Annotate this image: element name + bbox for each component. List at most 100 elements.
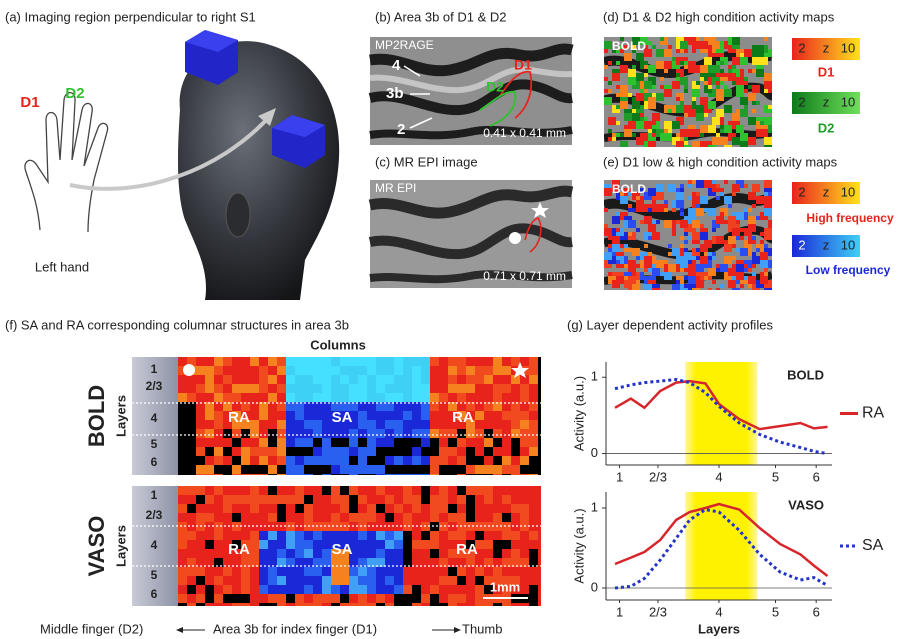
map-pixel (277, 603, 286, 606)
map-pixel (304, 357, 313, 366)
map-pixel (403, 366, 412, 375)
activity-pixel (732, 256, 736, 260)
map-pixel (529, 504, 538, 513)
activity-pixel (724, 145, 732, 153)
layer-label: 1 (151, 362, 158, 376)
map-pixel (466, 576, 475, 585)
activity-pixel (668, 244, 672, 248)
map-pixel (493, 366, 502, 375)
activity-pixel (724, 180, 728, 184)
map-pixel (385, 429, 394, 438)
activity-pixel (636, 121, 644, 129)
activity-pixel (684, 85, 688, 89)
arrow-head (454, 627, 461, 633)
map-pixel (511, 495, 520, 504)
activity-pixel (744, 81, 748, 85)
map-pixel (502, 420, 511, 429)
map-pixel (268, 384, 277, 393)
map-pixel (358, 456, 367, 465)
map-pixel (448, 465, 457, 474)
map-pixel (313, 393, 322, 402)
activity-pixel (756, 45, 764, 53)
map-pixel (196, 384, 205, 393)
map-pixel (367, 513, 376, 522)
map-pixel (232, 504, 241, 513)
map-pixel (403, 603, 412, 606)
map-pixel (214, 549, 223, 558)
activity-pixel (664, 220, 672, 228)
map-pixel (205, 495, 214, 504)
activity-pixel (684, 145, 692, 153)
map-pixel (205, 465, 214, 474)
map-pixel (520, 486, 529, 495)
map-pixel (295, 504, 304, 513)
map-pixel (304, 567, 313, 576)
map-pixel (439, 456, 448, 465)
map-pixel (322, 486, 331, 495)
map-pixel (313, 576, 322, 585)
activity-pixel (724, 196, 732, 204)
map-pixel (331, 429, 340, 438)
map-pixel (412, 513, 421, 522)
activity-pixel (752, 256, 760, 264)
activity-pixel (664, 61, 672, 69)
map-pixel (232, 438, 241, 447)
map-pixel (511, 447, 520, 456)
activity-pixel (624, 244, 628, 248)
activity-pixel (608, 129, 612, 133)
map-pixel (322, 420, 331, 429)
activity-pixel (764, 137, 772, 145)
activity-pixel (736, 272, 744, 280)
map-pixel (511, 420, 520, 429)
map-pixel (493, 603, 502, 606)
map-pixel (403, 474, 412, 475)
map-pixel (358, 429, 367, 438)
map-pixel (439, 366, 448, 375)
map-pixel (520, 447, 529, 456)
map-pixel (493, 465, 502, 474)
activity-pixel (628, 208, 632, 212)
map-pixel (304, 513, 313, 522)
activity-pixel (604, 49, 608, 53)
activity-pixel (748, 268, 752, 272)
map-pixel (529, 366, 538, 375)
resolution-label: 0.71 x 0.71 mm (483, 269, 566, 283)
map-pixel (304, 540, 313, 549)
map-pixel (475, 366, 484, 375)
map-pixel (394, 438, 403, 447)
map-pixel (349, 375, 358, 384)
highlight-band (685, 492, 757, 600)
map-pixel (349, 393, 358, 402)
activity-pixel (700, 256, 708, 264)
map-pixel (457, 603, 466, 606)
map-pixel (304, 504, 313, 513)
map-pixel (286, 456, 295, 465)
activity-pixel (764, 89, 768, 93)
map-pixel (457, 585, 466, 594)
activity-pixel (672, 228, 676, 232)
activity-pixel (692, 45, 696, 49)
map-pixel (448, 366, 457, 375)
map-pixel (196, 567, 205, 576)
activity-pixel (616, 93, 620, 97)
map-pixel (295, 486, 304, 495)
map-pixel (196, 504, 205, 513)
map-pixel (520, 438, 529, 447)
map-pixel (295, 576, 304, 585)
map-pixel (502, 357, 511, 366)
map-pixel (529, 429, 538, 438)
activity-pixel (708, 77, 712, 81)
map-pixel (412, 585, 421, 594)
map-pixel (304, 384, 313, 393)
activity-pixel (652, 280, 656, 284)
activity-pixel (764, 244, 768, 248)
map-pixel (214, 474, 223, 475)
activity-pixel (748, 69, 752, 73)
map-pixel (403, 531, 412, 540)
legend-label: RA (862, 405, 885, 422)
map-pixel (178, 486, 187, 495)
map-pixel (421, 513, 430, 522)
map-pixel (304, 585, 313, 594)
map-pixel (421, 603, 430, 606)
activity-pixel (704, 81, 708, 85)
